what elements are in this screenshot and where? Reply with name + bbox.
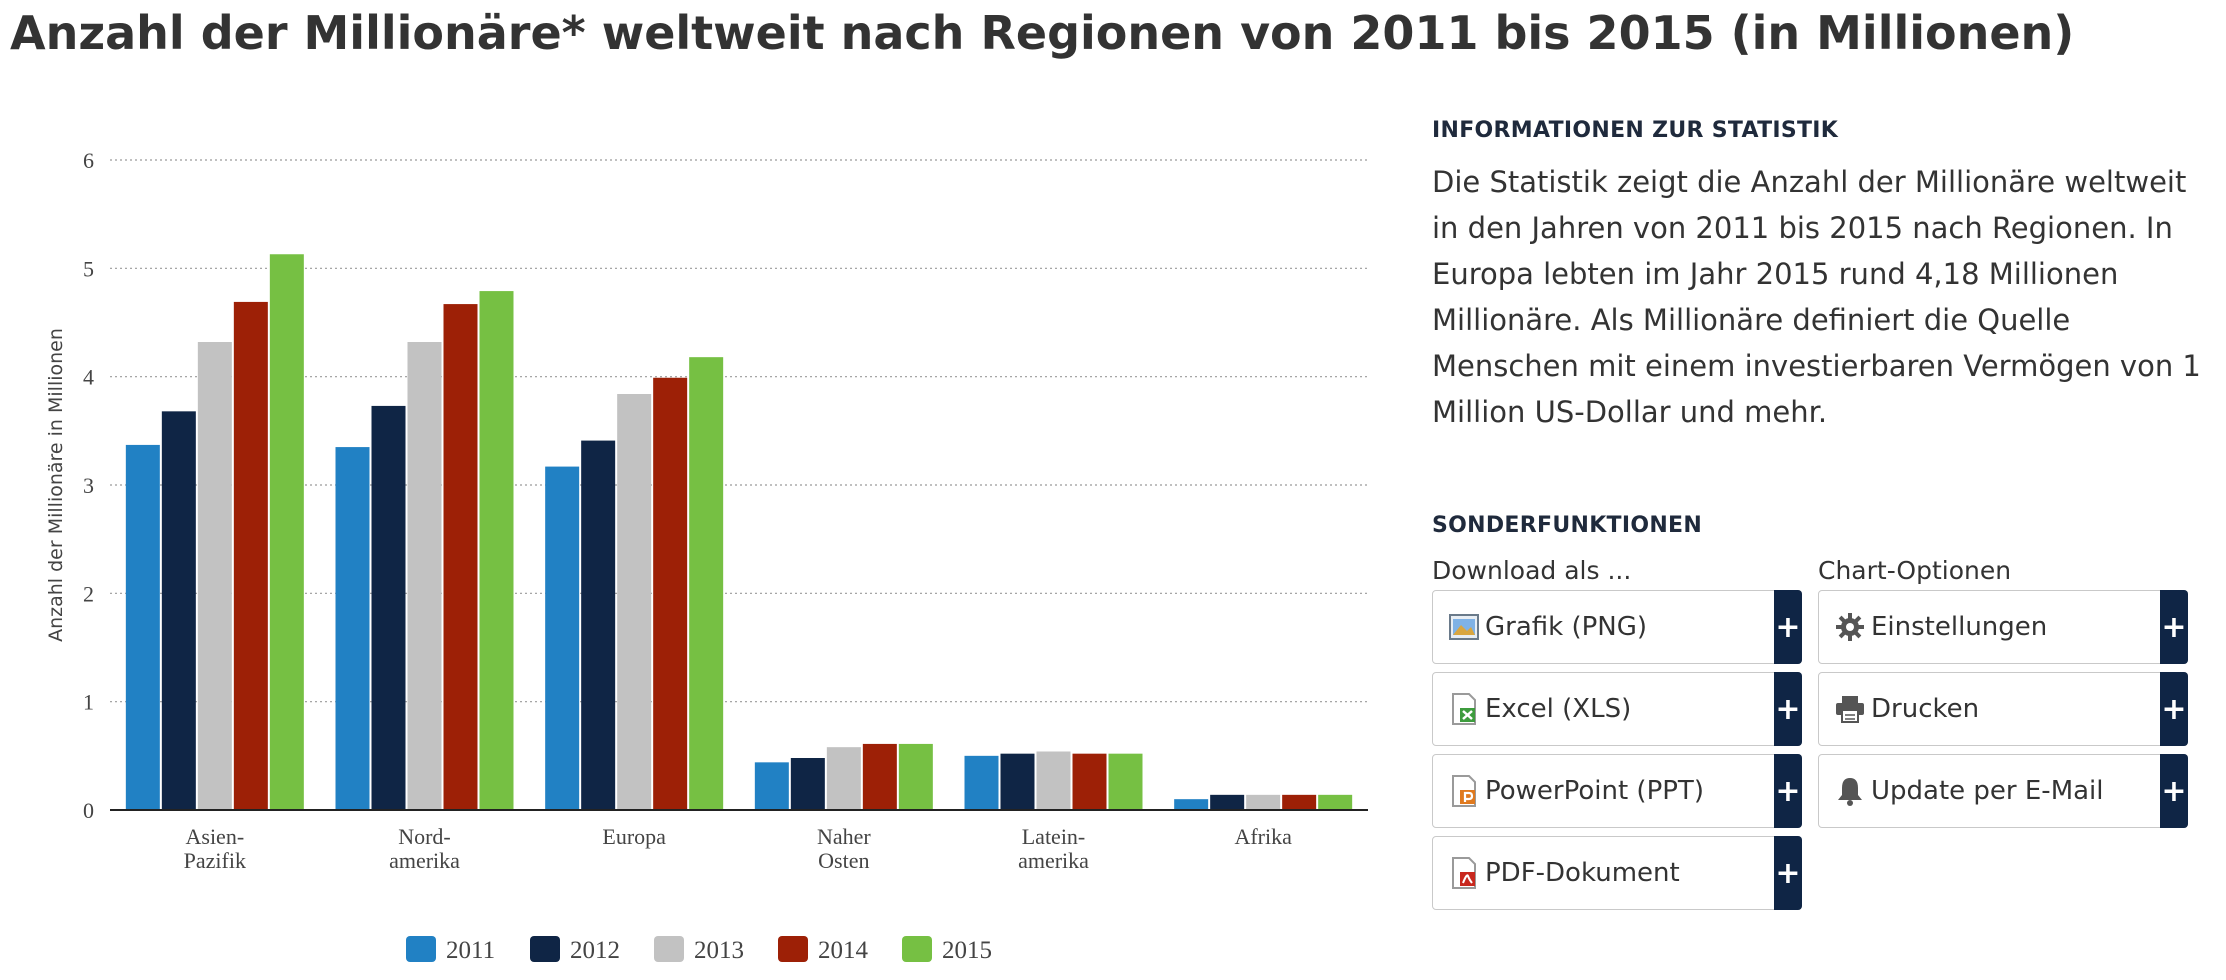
download-ppt-plus-icon[interactable]: + xyxy=(1774,754,1802,828)
bar xyxy=(443,304,478,810)
bar xyxy=(335,447,370,810)
bar xyxy=(689,357,724,810)
x-tick-label: amerika xyxy=(1018,848,1089,873)
download-png-label: Grafik (PNG) xyxy=(1485,612,1648,642)
bar xyxy=(790,758,825,810)
legend-label: 2015 xyxy=(942,937,992,964)
download-png-plus-icon[interactable]: + xyxy=(1774,590,1802,664)
download-xls-button[interactable]: Excel (XLS) + xyxy=(1432,672,1802,746)
email-update-button[interactable]: Update per E-Mail + xyxy=(1818,754,2188,828)
download-ppt-label: PowerPoint (PPT) xyxy=(1485,776,1704,806)
excel-file-icon xyxy=(1447,692,1481,726)
print-label: Drucken xyxy=(1871,694,1980,724)
legend-label: 2011 xyxy=(446,937,495,964)
x-tick-label: Pazifik xyxy=(184,848,246,873)
bar xyxy=(1318,794,1353,810)
x-tick-label: Osten xyxy=(818,848,869,873)
bar xyxy=(581,440,616,810)
pdf-file-icon xyxy=(1447,856,1481,890)
chart-options-column: Chart-Optionen Einstellungen + Drucken + xyxy=(1818,556,2188,918)
bar xyxy=(617,394,652,810)
legend-label: 2014 xyxy=(818,937,869,964)
bar xyxy=(754,762,789,810)
bar xyxy=(964,755,999,810)
special-functions-heading: SONDERFUNKTIONEN xyxy=(1432,513,1703,538)
x-tick-label: Asien- xyxy=(186,824,245,849)
bar xyxy=(1174,799,1209,810)
download-png-button[interactable]: Grafik (PNG) + xyxy=(1432,590,1802,664)
settings-label: Einstellungen xyxy=(1871,612,2048,642)
x-tick-label: Latein- xyxy=(1022,824,1086,849)
legend-label: 2012 xyxy=(570,937,620,964)
y-tick-label: 2 xyxy=(83,581,94,606)
download-ppt-button[interactable]: PowerPoint (PPT) + xyxy=(1432,754,1802,828)
chart-options-label: Chart-Optionen xyxy=(1818,556,2012,585)
bar xyxy=(545,466,580,810)
download-xls-label: Excel (XLS) xyxy=(1485,694,1632,724)
bar xyxy=(161,411,196,810)
legend-swatch xyxy=(778,936,808,962)
image-file-icon xyxy=(1447,610,1481,644)
email-update-plus-icon[interactable]: + xyxy=(2160,754,2188,828)
bar xyxy=(898,743,933,810)
bar xyxy=(269,254,304,810)
sidebar: INFORMATIONEN ZUR STATISTIK Die Statisti… xyxy=(1432,118,2212,918)
bell-icon xyxy=(1833,774,1867,808)
print-plus-icon[interactable]: + xyxy=(2160,672,2188,746)
x-tick-label: amerika xyxy=(389,848,460,873)
bar xyxy=(371,405,406,810)
download-pdf-label: PDF-Dokument xyxy=(1485,858,1680,888)
bar xyxy=(1000,753,1035,810)
printer-icon xyxy=(1833,692,1867,726)
info-heading: INFORMATIONEN ZUR STATISTIK xyxy=(1432,118,1839,143)
bar xyxy=(653,377,688,810)
bar xyxy=(1108,753,1143,810)
y-tick-label: 3 xyxy=(83,473,94,498)
special-functions: Download als ... Grafik (PNG) + Excel (X… xyxy=(1432,556,2212,918)
y-tick-label: 5 xyxy=(83,256,94,281)
powerpoint-file-icon xyxy=(1447,774,1481,808)
legend-swatch xyxy=(654,936,684,962)
x-tick-label: Naher xyxy=(817,824,871,849)
bar xyxy=(1282,794,1317,810)
bar xyxy=(826,747,861,810)
settings-plus-icon[interactable]: + xyxy=(2160,590,2188,664)
bar xyxy=(125,444,160,810)
bar xyxy=(1036,751,1071,810)
y-axis-title: Anzahl der Millionäre in Millionen xyxy=(45,328,67,642)
x-tick-label: Europa xyxy=(602,824,666,849)
bar xyxy=(197,342,232,810)
gear-icon xyxy=(1833,610,1867,644)
bar xyxy=(862,743,897,810)
y-tick-label: 4 xyxy=(83,365,94,390)
y-tick-label: 1 xyxy=(83,690,94,715)
legend-label: 2013 xyxy=(694,937,744,964)
info-text: Die Statistik zeigt die Anzahl der Milli… xyxy=(1432,165,2201,429)
y-tick-label: 6 xyxy=(83,148,94,173)
x-tick-label: Afrika xyxy=(1234,824,1292,849)
print-button[interactable]: Drucken + xyxy=(1818,672,2188,746)
legend-swatch xyxy=(530,936,560,962)
page-title: Anzahl der Millionäre* weltweit nach Reg… xyxy=(10,6,2075,60)
legend-swatch xyxy=(406,936,436,962)
bar xyxy=(1210,794,1245,810)
y-tick-label: 0 xyxy=(83,798,94,823)
x-tick-label: Nord- xyxy=(398,824,451,849)
legend-swatch xyxy=(902,936,932,962)
bar-chart: 0 1 2 3 4 5 6 Anzahl der Millionäre in Millione… xyxy=(45,148,1368,964)
download-pdf-button[interactable]: PDF-Dokument + xyxy=(1432,836,1802,910)
bar xyxy=(407,342,442,810)
email-update-label: Update per E-Mail xyxy=(1871,776,2104,806)
bar xyxy=(233,301,268,810)
download-xls-plus-icon[interactable]: + xyxy=(1774,672,1802,746)
download-label: Download als ... xyxy=(1432,556,1632,585)
bar xyxy=(479,291,514,810)
download-column: Download als ... Grafik (PNG) + Excel (X… xyxy=(1432,556,1802,918)
bar xyxy=(1072,753,1107,810)
download-pdf-plus-icon[interactable]: + xyxy=(1774,836,1802,910)
settings-button[interactable]: Einstellungen + xyxy=(1818,590,2188,664)
bar xyxy=(1246,794,1281,810)
